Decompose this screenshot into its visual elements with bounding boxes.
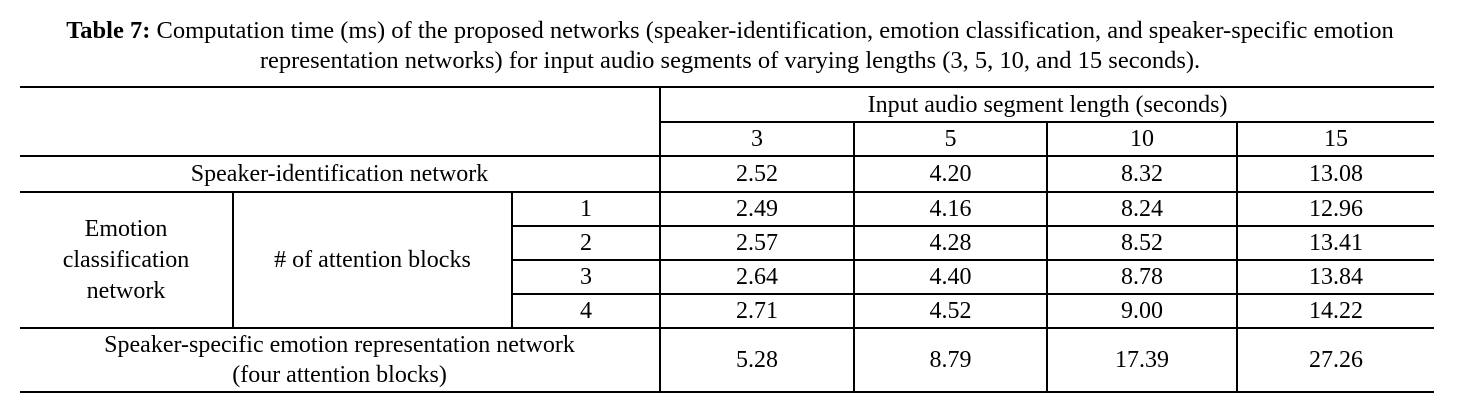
table-cell: 2.49 xyxy=(659,192,855,227)
blocks-count: 2 xyxy=(510,226,661,261)
table-caption: Table 7: Computation time (ms) of the pr… xyxy=(20,16,1440,76)
table-cell: 4.28 xyxy=(853,226,1048,261)
table-cell: 8.32 xyxy=(1046,156,1238,193)
table-cell: 13.08 xyxy=(1236,156,1435,193)
column-header-10: 10 xyxy=(1046,122,1238,157)
table-row-speaker-id: Speaker-identification network 2.52 4.20… xyxy=(20,156,1435,193)
table-cell: 8.78 xyxy=(1046,260,1238,295)
group-header: Input audio segment length (seconds) xyxy=(659,86,1435,123)
blocks-count: 4 xyxy=(510,294,661,329)
representation-label: Speaker-specific emotion representation … xyxy=(20,328,661,393)
table-cell: 4.20 xyxy=(853,156,1048,193)
speaker-id-label: Speaker-identification network xyxy=(20,156,661,193)
table-cell: 8.24 xyxy=(1046,192,1238,227)
blocks-count: 3 xyxy=(510,260,661,295)
caption-label: Table 7: xyxy=(66,17,151,44)
table-cell: 9.00 xyxy=(1046,294,1238,329)
table-cell: 13.41 xyxy=(1236,226,1435,261)
table-cell: 2.52 xyxy=(659,156,855,193)
table-row-emotion-4: 4 2.71 4.52 9.00 14.22 xyxy=(20,294,1435,329)
table-cell: 13.84 xyxy=(1236,260,1435,295)
table-cell: 8.79 xyxy=(853,328,1048,393)
header-row-group: Input audio segment length (seconds) xyxy=(20,86,1435,157)
table-cell: 14.22 xyxy=(1236,294,1435,329)
column-header-3: 3 xyxy=(659,122,855,157)
emotion-network-label-text: Emotion classification network xyxy=(62,215,190,304)
blocks-count: 1 xyxy=(510,192,661,227)
table-row-emotion-3: 3 2.64 4.40 8.78 13.84 xyxy=(20,260,1435,295)
table-cell: 17.39 xyxy=(1046,328,1238,393)
attention-blocks-label: # of attention blocks xyxy=(232,192,512,329)
table-cell: 4.16 xyxy=(853,192,1048,227)
table-cell: 2.57 xyxy=(659,226,855,261)
table-row-emotion-1: Emotion classification network # of atte… xyxy=(20,192,1435,329)
table-cell: 2.64 xyxy=(659,260,855,295)
column-header-15: 15 xyxy=(1236,122,1435,157)
caption-text: Computation time (ms) of the proposed ne… xyxy=(150,17,1394,74)
emotion-network-label: Emotion classification network xyxy=(20,192,233,329)
table-cell: 5.28 xyxy=(659,328,855,393)
table-cell: 8.52 xyxy=(1046,226,1238,261)
header-empty-cell xyxy=(20,86,661,157)
representation-label-line2: (four attention blocks) xyxy=(232,362,447,388)
table-cell: 12.96 xyxy=(1236,192,1435,227)
column-header-5: 5 xyxy=(853,122,1048,157)
table-cell: 27.26 xyxy=(1236,328,1435,393)
table-cell: 4.52 xyxy=(853,294,1048,329)
table-row-emotion-2: 2 2.57 4.28 8.52 13.41 xyxy=(20,226,1435,261)
table-cell: 2.71 xyxy=(659,294,855,329)
representation-label-line1: Speaker-specific emotion representation … xyxy=(104,332,575,358)
header-row-columns: 3 5 10 15 xyxy=(20,122,1435,157)
computation-time-table: Input audio segment length (seconds) 3 5… xyxy=(20,86,1435,393)
table-cell: 4.40 xyxy=(853,260,1048,295)
table-row-representation: Speaker-specific emotion representation … xyxy=(20,328,1435,393)
